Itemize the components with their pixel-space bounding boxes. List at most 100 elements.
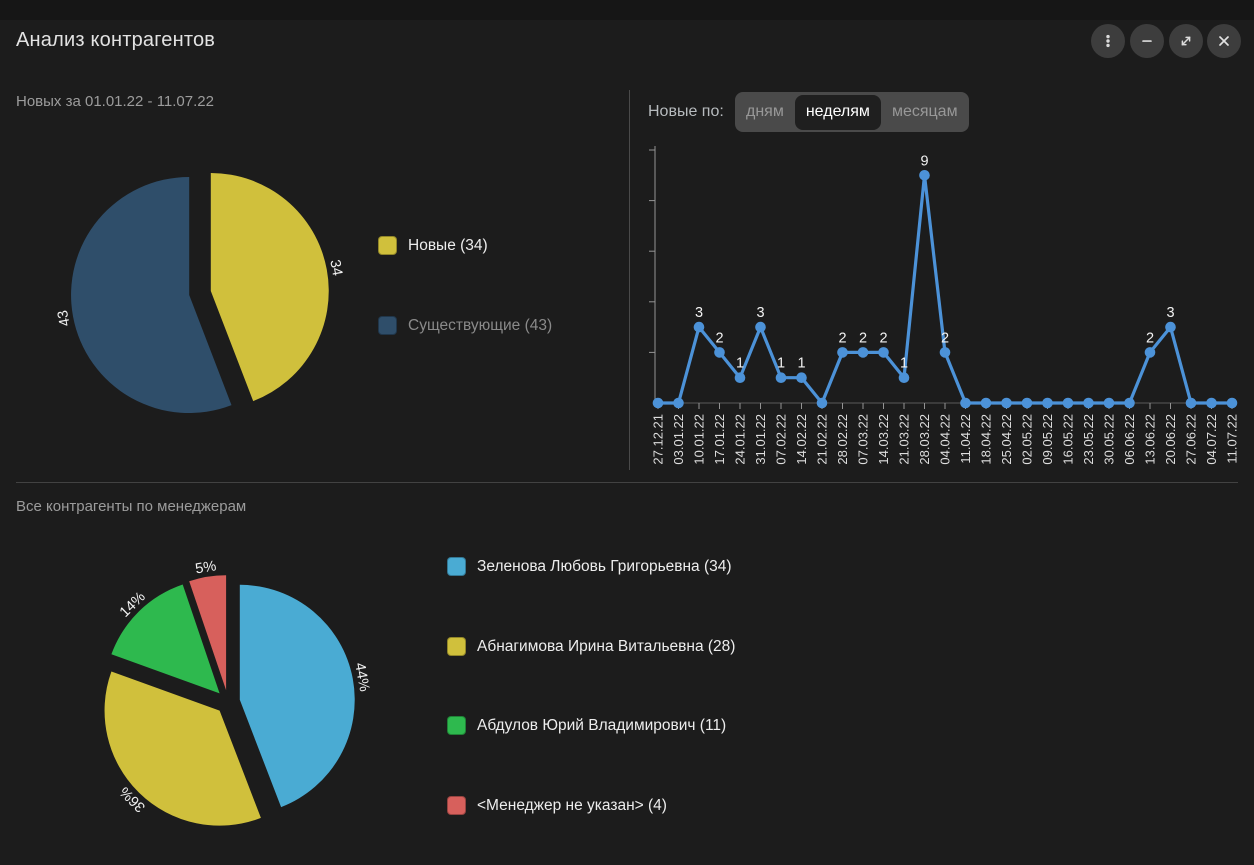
data-point-label: 9 [920,153,928,169]
legend-swatch-manager-none [447,796,466,815]
data-point[interactable] [775,372,787,383]
data-point[interactable] [734,372,746,383]
pie-chart-new-vs-existing[interactable]: 34 43 [30,150,470,455]
resize-button[interactable] [1169,24,1203,58]
data-point[interactable] [1226,397,1238,409]
line-chart-new-by-week[interactable]: 27.12.21 03.01.22 10.01.22 17.01.22 24.01.22… [640,140,1254,480]
x-axis-label: 24.01.22 [733,414,748,465]
data-point[interactable] [1062,397,1074,409]
x-axis-label: 25.04.22 [999,414,1014,465]
x-axis-label: 18.04.22 [979,414,994,465]
data-point[interactable] [1001,397,1012,409]
legend-swatch-manager-2 [447,637,466,656]
expand-arrows-icon [1181,36,1191,46]
legend-item-manager-none[interactable]: <Менеджер не указан> (4) [447,796,667,815]
data-point[interactable] [939,347,951,358]
data-point[interactable] [837,347,848,358]
pie-slice-1[interactable] [71,176,232,413]
data-point[interactable] [755,321,766,333]
data-point[interactable] [1144,347,1156,358]
x-axis-label: 30.05.22 [1102,414,1117,465]
data-point-label: 3 [695,305,703,321]
legend-item-existing[interactable]: Существующие (43) [378,316,552,335]
tab-by-months[interactable]: месяцам [891,103,958,120]
data-point[interactable] [1083,397,1094,409]
line-series [656,173,1234,405]
data-point[interactable] [1042,397,1053,409]
x-axis-label: 10.01.22 [692,414,707,465]
pie-slice-label: 34 [326,258,345,277]
data-point[interactable] [919,170,930,181]
x-axis-label: 28.03.22 [917,414,932,465]
menu-button[interactable] [1091,24,1125,58]
legend-label-manager-3: Абдулов Юрий Владимирович (11) [477,716,727,734]
data-point[interactable] [1103,397,1115,409]
data-point[interactable] [898,372,910,383]
legend-swatch-existing [378,316,397,335]
data-point[interactable] [693,321,705,333]
legend-swatch-new [378,236,397,255]
legend-swatch-manager-3 [447,716,466,735]
data-point-label: 3 [756,305,764,321]
data-point-label: 2 [1146,330,1154,346]
tab-by-weeks[interactable]: неделям [794,94,881,130]
legend-swatch-manager-1 [447,557,466,576]
data-point[interactable] [878,347,889,358]
data-point[interactable] [1165,321,1176,333]
data-point-label: 1 [797,356,805,372]
new-period-title: Новых за 01.01.22 - 11.07.22 [16,93,214,110]
data-point[interactable] [857,347,869,358]
legend-label-manager-none: <Менеджер не указан> (4) [477,796,667,814]
x-axis-label: 06.06.22 [1122,414,1137,465]
vertical-divider [629,90,630,470]
legend-item-new[interactable]: Новые (34) [378,236,488,255]
pie-slice-0[interactable] [210,173,329,402]
x-axis-label: 04.07.22 [1204,414,1219,465]
data-point[interactable] [816,397,828,409]
pie-slice-label: 44% [351,661,372,693]
period-switcher: дням неделям месяцам [735,92,969,132]
pie-slice-1[interactable] [104,671,261,826]
minimize-button[interactable] [1130,24,1164,58]
x-axis-label: 17.01.22 [712,414,727,465]
data-point[interactable] [1185,397,1197,409]
x-axis-label: 20.06.22 [1163,414,1178,465]
x-axis-label: 09.05.22 [1040,414,1055,465]
x-axis-label: 16.05.22 [1061,414,1076,465]
page-title: Анализ контрагентов [16,29,216,51]
x-axis-label: 11.07.22 [1225,414,1240,464]
data-point-label: 1 [900,356,908,372]
data-point[interactable] [980,397,992,409]
data-point-label: 3 [1166,305,1174,321]
x-axis-label: 07.03.22 [856,414,871,465]
legend-label-new: Новые (34) [408,236,488,254]
x-axis-label: 23.05.22 [1081,414,1096,465]
legend-item-manager-2[interactable]: Абнагимова Ирина Витальевна (28) [447,637,735,656]
pie-slice-2[interactable] [111,584,220,694]
x-icon [1219,36,1229,46]
data-point[interactable] [960,397,971,409]
data-point-label: 2 [715,330,723,346]
legend-item-manager-1[interactable]: Зеленова Любовь Григорьевна (34) [447,557,732,576]
data-point[interactable] [652,397,664,409]
data-point[interactable] [796,372,807,383]
pie-slice-0[interactable] [239,584,355,808]
tab-by-days[interactable]: дням [746,103,784,120]
data-point[interactable] [714,347,725,358]
x-axis-label: 27.06.22 [1184,414,1199,465]
data-point[interactable] [1021,397,1033,409]
data-point-label: 1 [777,356,785,372]
x-axis-label: 02.05.22 [1020,414,1035,465]
data-point[interactable] [673,397,684,409]
pie-chart-by-manager[interactable]: 44%36%14%5% [40,528,490,863]
data-point[interactable] [1206,397,1217,409]
legend-label-existing: Существующие (43) [408,316,553,334]
data-point-label: 2 [879,330,887,346]
legend-item-manager-3[interactable]: Абдулов Юрий Владимирович (11) [447,716,726,735]
x-axis-label: 03.01.22 [671,414,686,465]
data-point[interactable] [1124,397,1135,409]
close-button[interactable] [1207,24,1241,58]
x-axis-label: 28.02.22 [835,414,850,465]
data-point-label: 2 [859,330,867,346]
pie-slice-3[interactable] [189,575,227,691]
